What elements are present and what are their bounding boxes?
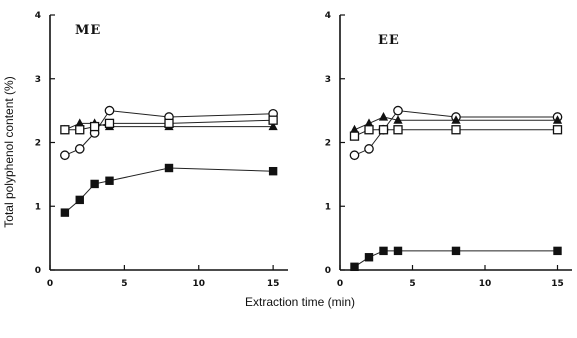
data-point-open-square xyxy=(60,125,70,135)
data-point-filled-square xyxy=(90,179,99,189)
data-point-filled-triangle xyxy=(268,121,278,131)
y-tick-label: 0 xyxy=(325,266,331,276)
data-point-filled-square xyxy=(75,195,84,205)
x-tick-label: 15 xyxy=(551,279,564,289)
data-point-open-square xyxy=(75,125,85,135)
data-point-filled-triangle xyxy=(75,118,85,127)
data-point-filled-triangle xyxy=(552,115,563,124)
data-point-open-circle xyxy=(349,150,360,161)
x-tick-label: 5 xyxy=(409,279,415,289)
data-point-open-square xyxy=(349,131,360,141)
y-tick-label: 4 xyxy=(35,11,41,21)
y-tick-label: 2 xyxy=(35,139,41,149)
data-point-filled-triangle xyxy=(451,115,461,124)
y-tick-label: 4 xyxy=(325,11,331,21)
data-point-filled-square xyxy=(393,246,403,256)
panels-group: 0 1 2 3 4 0 5 10 15 ME 0 1 2 3 4 0 5 10 15 EE xyxy=(35,11,572,289)
data-point-open-square xyxy=(552,125,563,135)
data-point-open-circle xyxy=(393,105,403,116)
y-axis-title: Total polyphenol content (%) xyxy=(2,76,16,227)
data-point-filled-square xyxy=(451,246,461,256)
panel-label: EE xyxy=(378,33,400,48)
data-point-filled-square xyxy=(164,163,174,173)
data-point-open-circle xyxy=(74,144,85,154)
data-point-filled-triangle xyxy=(393,115,403,124)
data-point-open-circle xyxy=(364,144,374,154)
data-point-open-square xyxy=(364,125,374,135)
y-tick-label: 1 xyxy=(325,202,331,212)
data-point-filled-square xyxy=(553,246,562,256)
y-tick-label: 2 xyxy=(325,139,331,149)
data-point-open-square xyxy=(268,115,278,125)
x-tick-label: 10 xyxy=(192,279,205,289)
data-point-open-square xyxy=(164,118,174,129)
x-tick-label: 5 xyxy=(121,279,127,289)
data-point-open-square xyxy=(378,125,389,135)
data-point-open-square xyxy=(393,125,403,135)
x-tick-label: 0 xyxy=(47,279,53,289)
x-tick-label: 15 xyxy=(267,279,280,289)
data-point-filled-triangle xyxy=(364,118,374,127)
data-point-filled-square xyxy=(60,208,70,217)
data-point-filled-square xyxy=(350,262,359,272)
panel-ee: 0 1 2 3 4 0 5 10 15 EE xyxy=(325,11,572,289)
x-tick-label: 10 xyxy=(479,279,492,289)
data-point-open-square xyxy=(89,121,100,132)
data-point-filled-triangle xyxy=(349,124,360,134)
data-point-filled-square xyxy=(268,166,278,176)
data-point-filled-square xyxy=(364,253,374,262)
data-point-open-circle xyxy=(104,105,115,116)
y-tick-label: 0 xyxy=(35,266,41,276)
data-point-open-square xyxy=(104,118,115,129)
data-point-open-circle xyxy=(60,150,70,161)
data-point-filled-square xyxy=(105,176,114,185)
data-point-filled-square xyxy=(379,246,388,256)
panel-me: 0 1 2 3 4 0 5 10 15 ME xyxy=(35,11,288,289)
panel-label: ME xyxy=(75,23,101,38)
y-tick-label: 3 xyxy=(35,75,41,85)
x-tick-label: 0 xyxy=(337,279,343,289)
x-axis-title: Extraction time (min) xyxy=(245,295,355,309)
data-point-open-square xyxy=(451,125,461,135)
data-point-filled-triangle xyxy=(378,112,389,121)
series-line-filled-square xyxy=(64,167,274,213)
y-tick-label: 1 xyxy=(35,202,41,212)
y-tick-label: 3 xyxy=(325,75,331,85)
